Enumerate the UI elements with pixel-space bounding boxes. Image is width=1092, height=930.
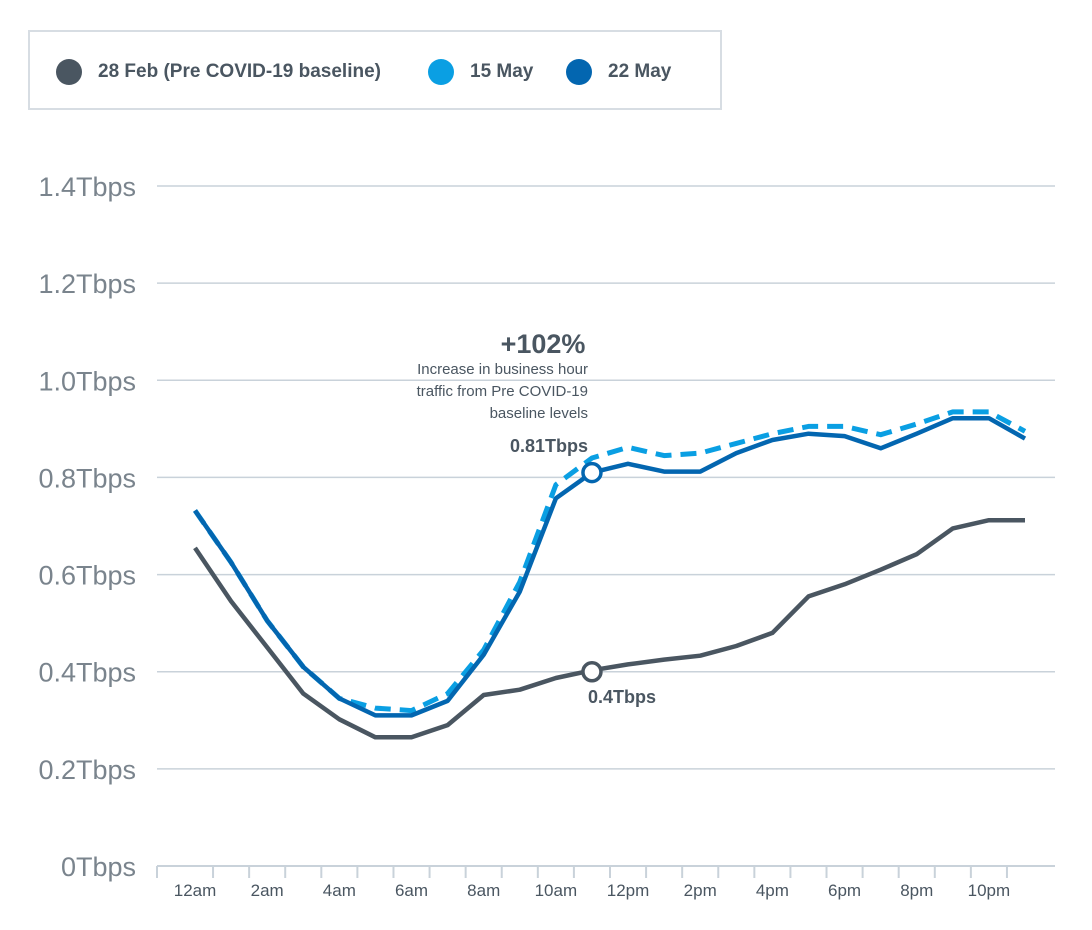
- x-tick-label-9: 6pm: [828, 881, 861, 900]
- legend-swatch-28-feb: [56, 59, 82, 85]
- x-tick-label-11: 10pm: [968, 881, 1011, 900]
- x-tick-label-6: 12pm: [607, 881, 650, 900]
- legend-swatch-15-may: [428, 59, 454, 85]
- x-tick-label-7: 2pm: [684, 881, 717, 900]
- y-tick-label-4: 0.8Tbps: [38, 463, 136, 493]
- y-tick-label-7: 1.4Tbps: [38, 172, 136, 202]
- series-lines: [192, 409, 1027, 740]
- x-tick-label-0: 12am: [174, 881, 217, 900]
- annotation-description-line-2: traffic from Pre COVID-19: [417, 383, 588, 400]
- x-tick-label-2: 4am: [323, 881, 356, 900]
- x-tick-label-10: 8pm: [900, 881, 933, 900]
- legend-label-22-may: 22 May: [608, 61, 672, 82]
- annotation-marker-label-0-4tbps: 0.4Tbps: [588, 687, 656, 707]
- y-tick-label-0: 0Tbps: [61, 852, 136, 882]
- legend-label-28-feb: 28 Feb (Pre COVID-19 baseline): [98, 61, 381, 82]
- x-tick-label-8: 4pm: [756, 881, 789, 900]
- series-line-28-feb-pre-covid-19-baseline: [193, 517, 1025, 740]
- x-tick-label-3: 6am: [395, 881, 428, 900]
- x-axis: 12am 2am 4am 6am 8am 10am 12pm 2pm 4pm 6pm 8pm 10pm: [156, 865, 1055, 900]
- y-tick-label-1: 0.2Tbps: [38, 755, 136, 785]
- x-tick-label-4: 8am: [467, 881, 500, 900]
- y-tick-label-2: 0.4Tbps: [38, 658, 136, 688]
- annotation-description-line-3: baseline levels: [490, 405, 588, 422]
- annotation-marker-0: [581, 461, 603, 484]
- grid-lines: [157, 185, 1055, 770]
- annotation-marker-label-0-81tbps: 0.81Tbps: [510, 436, 588, 456]
- legend-item-15-may: 15 May: [428, 59, 533, 85]
- annotation-marker-1: [581, 660, 603, 683]
- chart-legend: 28 Feb (Pre COVID-19 baseline) 15 May 22…: [28, 30, 722, 110]
- y-tick-label-3: 0.6Tbps: [38, 561, 136, 591]
- legend-item-22-may: 22 May: [566, 59, 671, 85]
- legend-swatch-22-may: [566, 59, 592, 85]
- x-tick-label-1: 2am: [251, 881, 284, 900]
- y-tick-label-5: 1.0Tbps: [38, 366, 136, 396]
- series-line-22-may: [193, 415, 1027, 718]
- x-tick-label-5: 10am: [535, 881, 578, 900]
- annotation-headline: +102%: [501, 329, 586, 359]
- annotations: +102% Increase in business hour traffic …: [417, 329, 656, 707]
- legend-label-15-may: 15 May: [470, 61, 534, 82]
- legend-item-28-feb: 28 Feb (Pre COVID-19 baseline): [56, 59, 381, 85]
- y-axis-ticks: 0Tbps 0.2Tbps 0.4Tbps 0.6Tbps 0.8Tbps 1.0Tbps…: [38, 172, 136, 882]
- y-tick-label-6: 1.2Tbps: [38, 269, 136, 299]
- annotation-description-line-1: Increase in business hour: [417, 361, 588, 378]
